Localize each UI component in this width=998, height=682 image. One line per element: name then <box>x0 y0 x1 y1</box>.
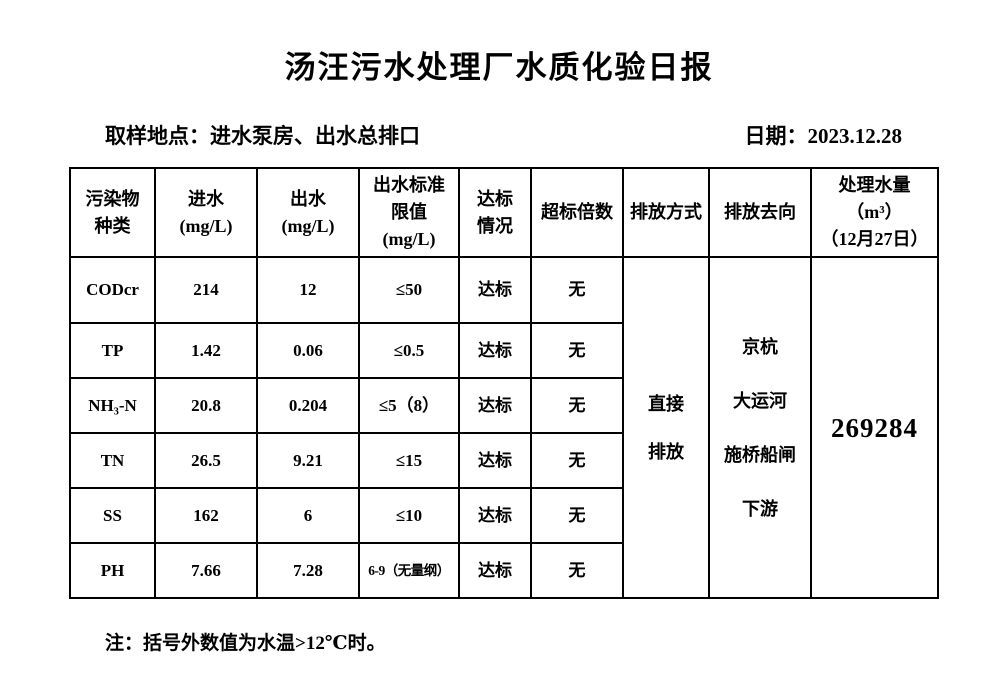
table-row-tp: TP 1.42 0.06 ≤0.5 达标 无 <box>69 322 938 379</box>
effluent-value-cell: 0.06 <box>256 322 360 379</box>
status-cell: 达标 <box>458 377 532 434</box>
status-cell: 达标 <box>458 322 532 379</box>
table-row-ss: SS 162 6 ≤10 达标 无 <box>69 487 938 544</box>
limit-value-cell: ≤5（8） <box>358 377 460 434</box>
pollutant-name-cell: TP <box>69 322 156 379</box>
exceed-multiple-cell: 无 <box>530 322 624 379</box>
effluent-value-cell: 9.21 <box>256 432 360 489</box>
pollutant-name-cell: TN <box>69 432 156 489</box>
header-discharge-method: 排放方式 <box>622 167 710 258</box>
discharge-destination-cell: 京杭 大运河 施桥船闸 下游 <box>708 256 812 599</box>
pollutant-name-cell: SS <box>69 487 156 544</box>
pollutant-name-cell: PH <box>69 542 156 599</box>
exceed-multiple-cell: 无 <box>530 377 624 434</box>
treated-volume-cell: 269284 <box>810 256 939 599</box>
header-discharge-destination: 排放去向 <box>708 167 812 258</box>
sampling-point-label: 取样地点：进水泵房、出水总排口 <box>105 124 420 148</box>
footnote: 注：括号外数值为水温>12℃时。 <box>105 633 386 654</box>
exceed-multiple-cell: 无 <box>530 432 624 489</box>
exceed-multiple-cell: 无 <box>530 487 624 544</box>
effluent-value-cell: 12 <box>256 256 360 324</box>
influent-value-cell: 26.5 <box>154 432 258 489</box>
influent-value-cell: 214 <box>154 256 258 324</box>
status-cell: 达标 <box>458 256 532 324</box>
table-row-codcr: CODcr 214 12 ≤50 达标 无 直接 排放 京杭 大运河 施桥船闸 … <box>69 256 939 599</box>
influent-value-cell: 20.8 <box>154 377 258 434</box>
influent-value-cell: 162 <box>154 487 258 544</box>
limit-value-cell: ≤50 <box>358 256 460 324</box>
table-row-tn: TN 26.5 9.21 ≤15 达标 无 <box>69 432 938 489</box>
exceed-multiple-cell: 无 <box>530 256 624 324</box>
water-quality-table: 污染物 种类 进水 (mg/L) 出水 (mg/L) 出水标准 限值 (mg/L… <box>69 167 939 599</box>
effluent-value-cell: 7.28 <box>256 542 360 599</box>
influent-value-cell: 7.66 <box>154 542 258 599</box>
page-title: 汤汪污水处理厂水质化验日报 <box>284 50 714 85</box>
meta-row: 取样地点：进水泵房、出水总排口 日期：2023.12.28 <box>105 120 902 150</box>
header-exceed-multiple: 超标倍数 <box>530 167 624 258</box>
header-effluent: 出水 (mg/L) <box>256 167 360 258</box>
header-effluent-limit: 出水标准 限值 (mg/L) <box>358 167 460 258</box>
limit-value-cell: ≤10 <box>358 487 460 544</box>
header-influent: 进水 (mg/L) <box>154 167 258 258</box>
status-cell: 达标 <box>458 487 532 544</box>
influent-value-cell: 1.42 <box>154 322 258 379</box>
effluent-value-cell: 6 <box>256 487 360 544</box>
header-pollutant-type: 污染物 种类 <box>69 167 156 258</box>
effluent-value-cell: 0.204 <box>256 377 360 434</box>
table-row-nh3n: NH₃-N 20.8 0.204 ≤5（8） 达标 无 <box>69 377 938 434</box>
status-cell: 达标 <box>458 432 532 489</box>
pollutant-name-cell: CODcr <box>69 256 156 324</box>
discharge-method-cell: 直接 排放 <box>622 256 710 599</box>
limit-value-cell: 6-9（无量纲） <box>358 542 460 599</box>
header-treated-volume: 处理水量 （m³） （12月27日） <box>810 167 939 258</box>
table-header-row: 污染物 种类 进水 (mg/L) 出水 (mg/L) 出水标准 限值 (mg/L… <box>69 167 939 258</box>
status-cell: 达标 <box>458 542 532 599</box>
table-row-ph: PH 7.66 7.28 6-9（无量纲） 达标 无 <box>69 542 938 599</box>
exceed-multiple-cell: 无 <box>530 542 624 599</box>
date-label: 日期：2023.12.28 <box>744 124 903 148</box>
pollutant-name-cell: NH₃-N <box>69 377 156 434</box>
limit-value-cell: ≤15 <box>358 432 460 489</box>
limit-value-cell: ≤0.5 <box>358 322 460 379</box>
header-compliance-status: 达标 情况 <box>458 167 532 258</box>
